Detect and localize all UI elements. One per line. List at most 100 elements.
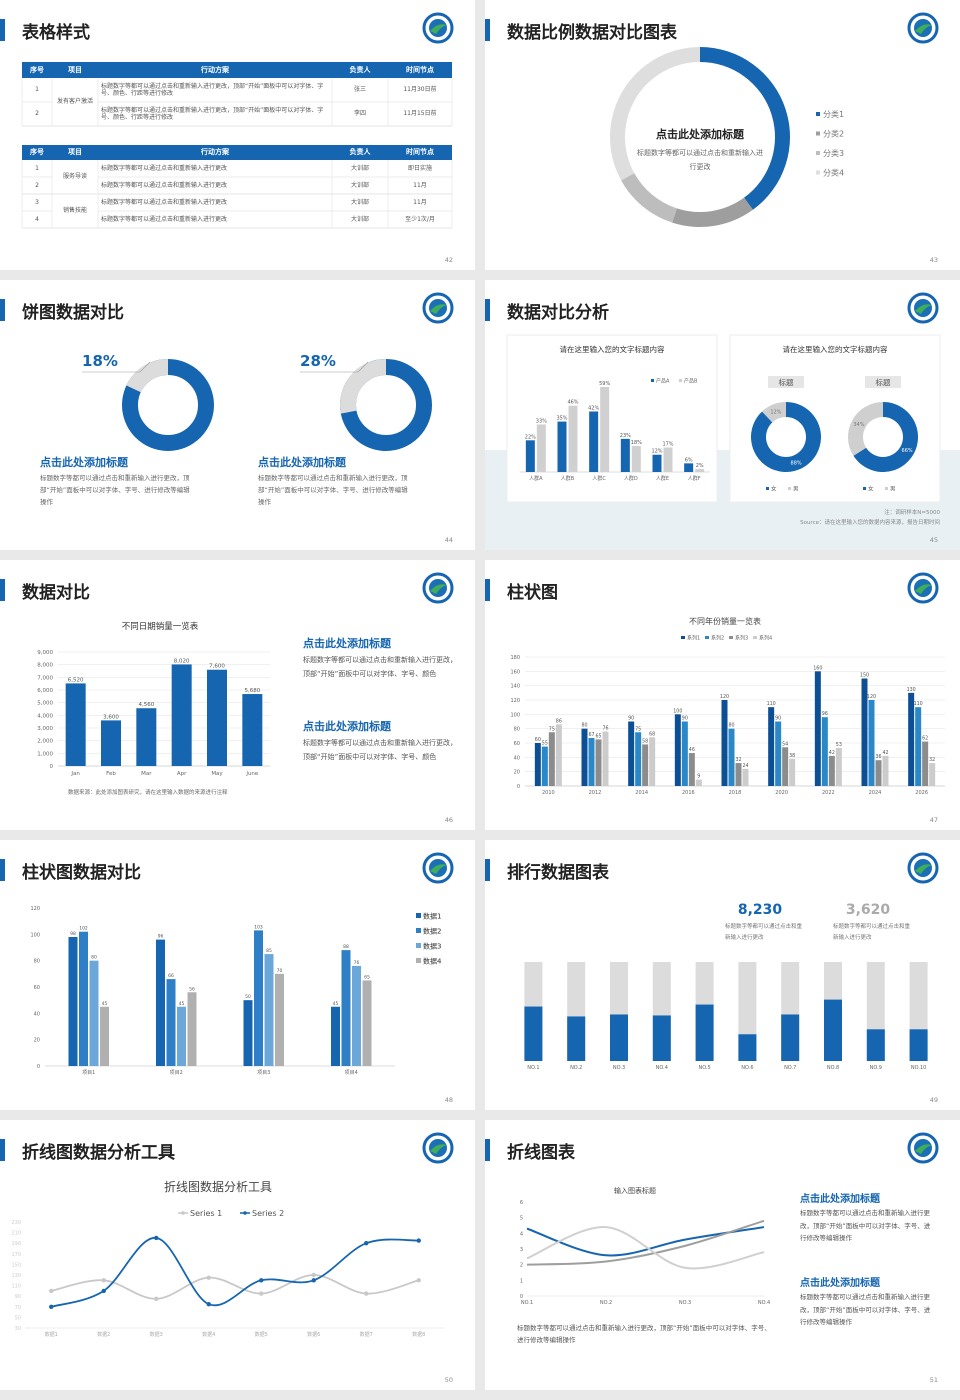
legend-swatch: [816, 151, 820, 155]
legend-label: 男: [793, 486, 799, 493]
table-cell: 即日实施: [407, 164, 432, 172]
table-cell: 1: [35, 86, 39, 94]
value-label: 12%: [770, 409, 781, 415]
legend-swatch: [416, 913, 421, 918]
y-tick-label: 3: [520, 1247, 523, 1253]
legend-label: 女: [771, 485, 777, 493]
x-tick-label: NO.1: [521, 1300, 533, 1306]
value-label: 23%: [620, 433, 631, 439]
x-tick-label: 数据6: [307, 1331, 320, 1338]
value-label: 90: [628, 716, 634, 722]
y-tick-label: 190: [11, 1241, 21, 1247]
slide-canvas: NO.1 NO.2 NO.3 NO.4 NO.5 NO.6 NO.7 NO.8 NO.9 NO.1…: [485, 852, 939, 1071]
block-heading: 点击此处添加标题: [800, 1278, 880, 1289]
x-tick-label: 2018: [729, 790, 742, 796]
bar: [275, 973, 284, 1066]
bar: [588, 737, 595, 786]
item-text: 标题数字等都可以通过点击和重新输入进行更改，顶部“开始”面板中可以对字体、字号、…: [40, 474, 190, 506]
x-tick-label: NO.1: [527, 1065, 539, 1071]
title-accent: [0, 299, 5, 321]
legend-dot: [243, 1211, 247, 1215]
x-tick-label: 项目1: [82, 1070, 95, 1076]
table-cell: 4: [35, 215, 39, 223]
table-cell: 3: [35, 198, 39, 206]
block-text: 标题数字等都可以通过点击和重新输入进行更改，顶部“开始”面板中可以对字体、字号、…: [303, 739, 457, 761]
line-series: [526, 1226, 765, 1257]
table-cell: 标题数字等都可以通过点击和重新输入进行更改，顶部“开始”面板中可以对字体、字号、…: [101, 82, 324, 98]
value-label: 18%: [82, 352, 118, 370]
legend-label: 数据2: [423, 927, 441, 936]
bar: [649, 737, 656, 786]
item-text: 标题数字等都可以通过点击和重新输入进行更改，顶部“开始”面板中可以对字体、字号、…: [258, 474, 408, 506]
bar: [567, 1016, 586, 1061]
page-number: 48: [444, 1096, 453, 1104]
legend-label: Series 1: [190, 1209, 222, 1218]
table-cell: 11月: [413, 198, 427, 206]
bar: [536, 424, 546, 472]
table-cell: 标题数字等都可以通过点击和重新输入进行更改: [101, 215, 228, 223]
line-marker: [101, 1278, 106, 1283]
slide-canvas: 分类1 分类2 分类3 分类4: [485, 12, 939, 227]
logo-swoosh: [430, 864, 447, 874]
table-header-cell: 负责人: [349, 148, 371, 157]
table-cell: 张三: [353, 86, 366, 94]
x-tick-label: Apr: [177, 771, 187, 777]
table-header-bg: [22, 62, 452, 78]
bar: [922, 741, 929, 786]
bar: [534, 743, 541, 786]
table-header-cell: 负责人: [349, 65, 371, 74]
bar: [835, 748, 842, 786]
y-tick-label: 4,000: [37, 713, 53, 719]
x-tick-label: 人群F: [688, 475, 701, 482]
bar: [631, 446, 641, 472]
legend-swatch: [816, 170, 820, 175]
logo-swoosh: [430, 304, 447, 314]
value-label: 86: [556, 718, 562, 724]
value-label: 85: [266, 948, 272, 954]
bar: [728, 728, 735, 786]
donut-title-bg: [865, 376, 901, 388]
bar: [177, 1006, 186, 1066]
slide-title: 柱状图数据对比: [22, 863, 141, 883]
bar: [738, 1034, 757, 1061]
y-tick-label: 1: [520, 1278, 523, 1284]
x-tick-label: 人群A: [529, 475, 543, 482]
x-tick-label: 人群D: [624, 475, 638, 482]
value-label: 110: [767, 701, 776, 707]
note-text: 标题数字等都可以通过点击和重新输入进行更改，顶部“开始”面板中可以对字体、字号、…: [517, 1324, 771, 1344]
bar: [101, 720, 121, 766]
slide-title: 表格样式: [22, 23, 90, 43]
block-text: 标题数字等都可以通过点击和重新输入进行更改，顶部“开始”面板中可以对字体、字号、…: [800, 1293, 931, 1326]
value-label: 34%: [853, 422, 864, 428]
donut-text: 标题数字等都可以通过点击和重新输入进行更改: [637, 149, 763, 171]
table-cell: 大训部: [350, 164, 369, 172]
value-label: 36: [875, 754, 881, 760]
bar: [909, 1029, 928, 1061]
bar: [652, 454, 662, 472]
title-accent: [485, 1139, 490, 1161]
bar: [610, 1014, 628, 1061]
table-cell: 1: [35, 164, 39, 172]
table-header-cell: 项目: [68, 65, 82, 74]
bar: [242, 694, 263, 766]
value-label: 68: [649, 731, 655, 737]
slide-title: 排行数据图表: [507, 863, 609, 883]
y-tick-label: 6: [520, 1200, 523, 1206]
y-tick-label: 7,000: [37, 675, 53, 681]
logo-swoosh: [915, 584, 932, 594]
line-marker: [364, 1241, 369, 1246]
y-tick-label: 30: [15, 1326, 21, 1332]
bar: [264, 954, 274, 1066]
table-cell: 标题数字等都可以通过点击和重新输入进行更改: [101, 164, 228, 172]
y-tick-label: 230: [11, 1220, 21, 1226]
y-tick-label: 8,000: [37, 663, 53, 669]
slide: 折线图数据分析工具 Series 1 Series 2 30 50 70 90 110 130 1…: [0, 1120, 475, 1390]
page-number: 46: [444, 816, 453, 824]
x-tick-label: NO.4: [758, 1300, 770, 1306]
value-label: 45: [102, 1001, 108, 1007]
bar: [89, 960, 99, 1066]
block-text: 标题数字等都可以通过点击和重新输入进行更改，顶部“开始”面板中可以对字体、字号、…: [303, 656, 457, 678]
value-label: 24: [742, 763, 748, 769]
value-label: 90: [682, 716, 688, 722]
